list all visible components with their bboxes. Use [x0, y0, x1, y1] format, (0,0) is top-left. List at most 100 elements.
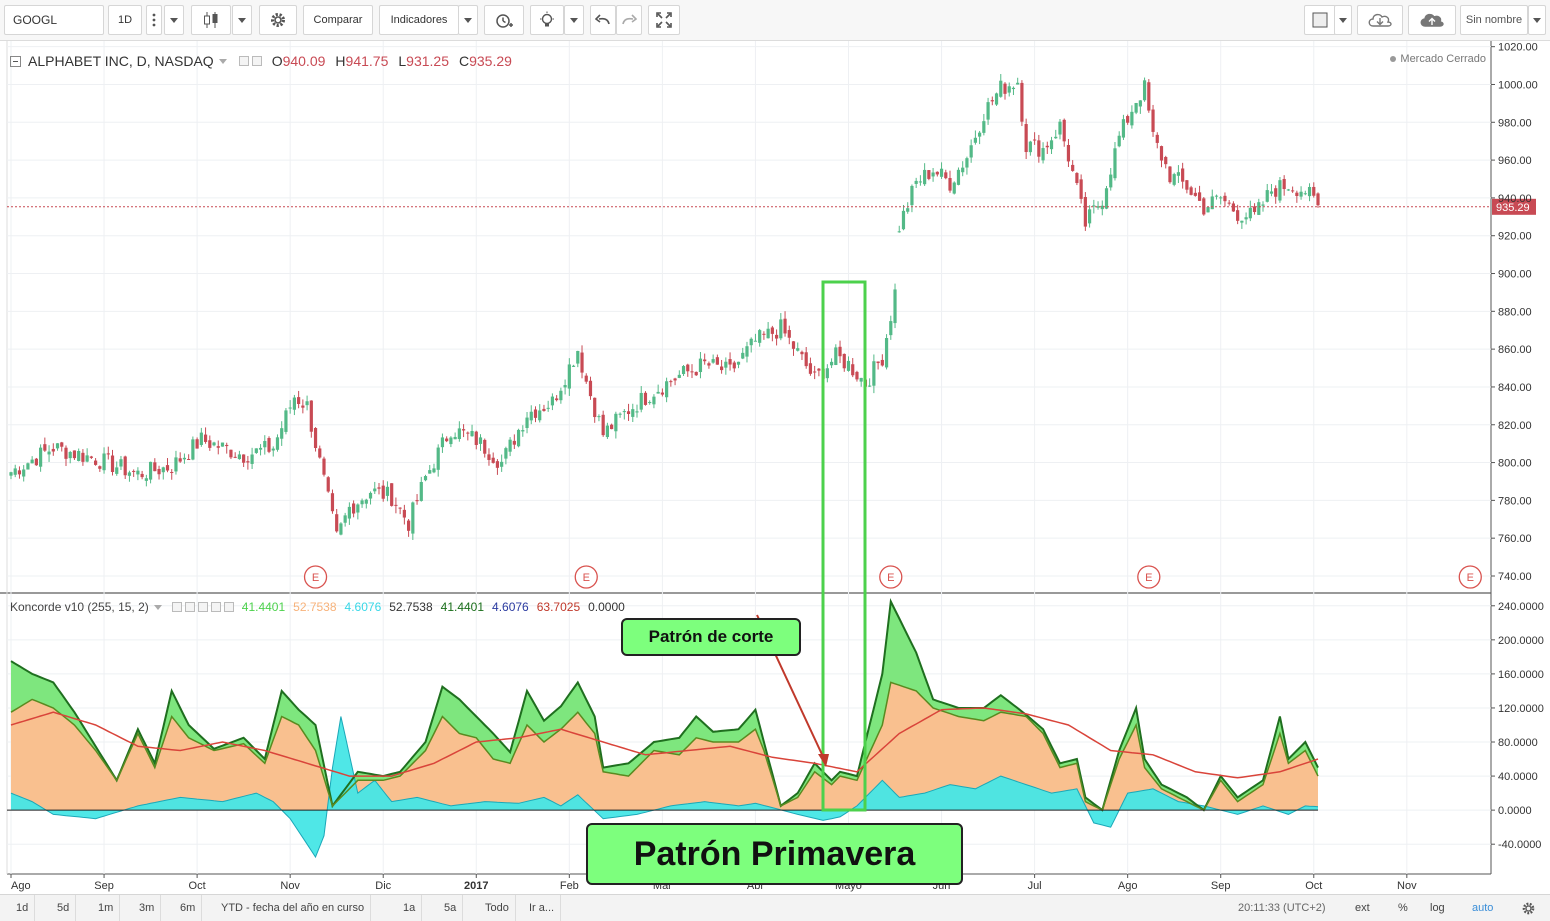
low-label: L — [398, 53, 407, 69]
candle-body — [597, 416, 601, 418]
undo-button[interactable] — [590, 5, 616, 35]
range-button[interactable]: 3m — [133, 895, 162, 921]
candle-body — [127, 472, 132, 476]
settings-button[interactable] — [1521, 900, 1536, 916]
indicator-tick-label: 200.0000 — [1498, 635, 1544, 647]
time-tick-label: Oct — [189, 880, 206, 892]
indicators-button[interactable]: Indicadores — [379, 5, 459, 35]
time-tick-label: Dic — [375, 880, 391, 892]
candle-body — [1312, 186, 1316, 196]
candle-body — [398, 507, 402, 509]
settings-button[interactable] — [259, 5, 297, 35]
layout-dropdown[interactable] — [1334, 5, 1352, 35]
candle-body — [1159, 146, 1164, 161]
range-button[interactable]: 5d — [51, 895, 77, 921]
candle-body — [1138, 100, 1142, 107]
candle-body — [605, 425, 609, 438]
eye-icon[interactable] — [238, 56, 249, 66]
symbol-input[interactable]: GOOGL — [4, 5, 104, 35]
auto-toggle[interactable]: auto — [1472, 902, 1494, 914]
range-button[interactable]: 5a — [438, 895, 464, 921]
chart-canvas[interactable]: 935.29 E E E E E 1020.00 1000.00 980.00 960.00 94… — [0, 41, 1550, 894]
price-tick-label: 1000.00 — [1498, 79, 1538, 91]
price-tick-label: 820.00 — [1498, 420, 1532, 432]
earnings-marker — [303, 565, 328, 589]
candle-body — [1265, 190, 1269, 202]
candle-body — [677, 374, 681, 378]
settings-icon[interactable] — [251, 56, 262, 66]
percent-toggle[interactable]: % — [1398, 902, 1408, 914]
candle-body — [910, 185, 914, 206]
layout-name: Sin nombre — [1465, 14, 1523, 26]
log-toggle[interactable]: log — [1430, 902, 1445, 914]
indicator-value: 0.0000 — [588, 600, 625, 614]
chevron-down-icon[interactable] — [153, 604, 162, 610]
alert-button[interactable] — [484, 5, 524, 35]
candle-body — [516, 429, 521, 447]
candle-body — [1054, 136, 1058, 139]
candle-body — [394, 504, 398, 506]
candle-body — [1282, 178, 1286, 190]
eye-icon[interactable] — [171, 602, 182, 612]
candles — [9, 74, 1320, 540]
candle-body — [728, 359, 732, 365]
earnings-marker-label: E — [887, 572, 894, 584]
ideas-button[interactable] — [530, 5, 564, 35]
interval-button[interactable]: 1D — [108, 5, 142, 35]
redo-button[interactable] — [616, 5, 642, 35]
range-button[interactable]: Todo — [479, 895, 516, 921]
source-icon[interactable] — [197, 602, 208, 612]
candle-body — [1028, 141, 1032, 153]
candle-body — [347, 506, 351, 519]
range-button[interactable]: Ir a... — [523, 895, 562, 921]
candle-body — [233, 456, 237, 458]
chart-type-button[interactable] — [191, 5, 231, 35]
fullscreen-button[interactable] — [648, 5, 680, 35]
candle-body — [1214, 195, 1219, 197]
add-icon[interactable] — [210, 602, 221, 612]
candle-body — [449, 437, 453, 445]
candle-body — [1197, 192, 1202, 201]
ideas-dropdown[interactable] — [564, 5, 584, 35]
candle-body — [1007, 86, 1011, 93]
candle-body — [1087, 209, 1092, 224]
interval-dropdown-button[interactable] — [164, 5, 184, 35]
indicators-dropdown[interactable] — [458, 5, 478, 35]
indicator-title[interactable]: Koncorde v10 (255, 15, 2) — [10, 600, 149, 614]
candle-body — [385, 486, 390, 496]
candle-body — [292, 397, 296, 410]
range-button[interactable]: 1a — [397, 895, 423, 921]
symbol-title[interactable]: ALPHABET INC, D, NASDAQ — [28, 53, 214, 69]
ext-toggle[interactable]: ext — [1355, 902, 1370, 914]
load-cloud-button[interactable] — [1357, 5, 1403, 35]
candle-body — [313, 427, 318, 448]
layout-name-button[interactable]: Sin nombre — [1460, 5, 1528, 35]
candle-body — [203, 434, 208, 442]
more-vertical-icon[interactable] — [146, 5, 162, 35]
layout-name-dropdown[interactable] — [1528, 5, 1546, 35]
candle-body — [1126, 116, 1130, 123]
range-button[interactable]: YTD - fecha del año en curso — [215, 895, 372, 921]
layout-button[interactable] — [1304, 5, 1336, 35]
compare-button[interactable]: Comparar — [303, 5, 373, 35]
close-icon[interactable] — [223, 602, 234, 612]
top-toolbar: GOOGL 1D Comparar Indicadores Sin nombre — [0, 0, 1550, 41]
chart-area[interactable]: 935.29 E E E E E 1020.00 1000.00 980.00 960.00 94… — [0, 41, 1550, 894]
chart-type-dropdown[interactable] — [232, 5, 252, 35]
candle-body — [1037, 140, 1041, 157]
callout-patron-corte: Patrón de corte — [621, 618, 801, 656]
range-button[interactable]: 1d — [10, 895, 36, 921]
candle-body — [694, 371, 698, 376]
candle-body — [1058, 121, 1062, 135]
range-button[interactable]: 6m — [174, 895, 203, 921]
collapse-icon[interactable] — [10, 55, 21, 67]
gear-icon — [271, 13, 285, 27]
candle-body — [461, 429, 466, 431]
candles-icon — [204, 12, 218, 28]
candle-body — [745, 346, 749, 357]
save-cloud-button[interactable] — [1408, 5, 1456, 35]
range-button[interactable]: 1m — [92, 895, 121, 921]
chevron-down-icon[interactable] — [218, 58, 227, 64]
settings-icon[interactable] — [184, 602, 195, 612]
candle-body — [889, 321, 893, 336]
